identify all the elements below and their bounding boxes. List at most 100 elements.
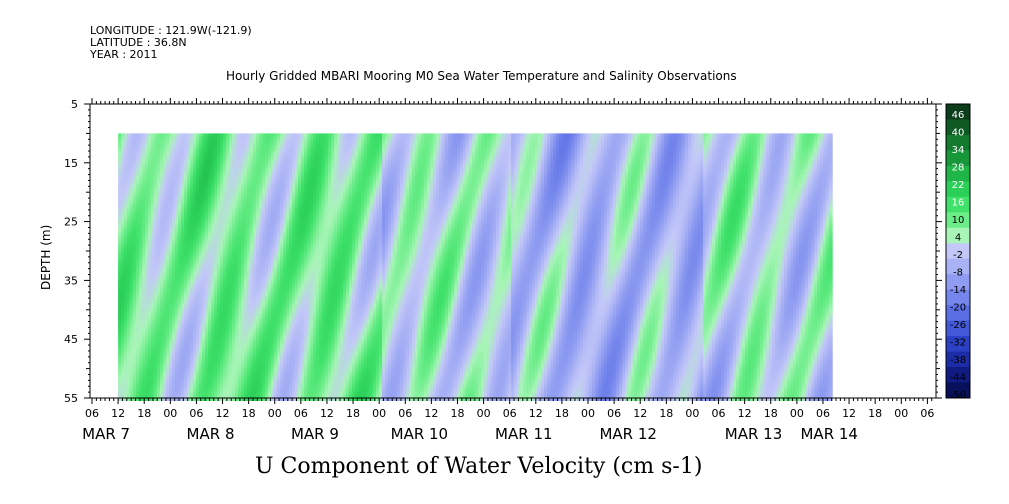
field-cell [145, 187, 149, 191]
field-cell [169, 298, 173, 302]
field-cell [181, 163, 185, 167]
field-cell [130, 187, 134, 191]
field-cell [154, 199, 158, 203]
field-cell [160, 322, 164, 326]
field-cell [196, 172, 200, 176]
field-cell [193, 349, 197, 353]
field-cell [145, 328, 149, 332]
field-cell [121, 292, 125, 296]
field-cell [124, 268, 128, 272]
field-cell [154, 241, 158, 245]
field-cell [160, 370, 164, 374]
field-cell [127, 265, 131, 269]
field-cell [142, 289, 146, 293]
field-cell [157, 385, 161, 389]
field-cell [139, 310, 143, 314]
field-cell [178, 133, 182, 137]
field-cell [121, 325, 125, 329]
field-cell [142, 142, 146, 146]
field-cell [148, 145, 152, 149]
field-cell [166, 283, 170, 287]
field-cell [160, 157, 164, 161]
field-cell [166, 355, 170, 359]
field-cell [151, 271, 155, 275]
field-cell [178, 202, 182, 206]
field-cell [118, 139, 122, 143]
field-cell [133, 376, 137, 380]
field-cell [184, 361, 188, 365]
field-cell [130, 214, 134, 218]
field-cell [130, 133, 134, 137]
field-cell [187, 253, 191, 257]
field-cell [127, 193, 131, 197]
field-cell [181, 352, 185, 356]
field-cell [172, 283, 176, 287]
field-cell [154, 379, 158, 383]
field-cell [151, 292, 155, 296]
field-cell [154, 307, 158, 311]
field-cell [136, 373, 140, 377]
field-cell [118, 208, 122, 212]
field-cell [121, 157, 125, 161]
field-cell [133, 277, 137, 281]
field-cell [184, 385, 188, 389]
field-cell [166, 340, 170, 344]
field-cell [178, 325, 182, 329]
field-cell [148, 211, 152, 215]
field-cell [139, 214, 143, 218]
field-cell [172, 256, 176, 260]
field-cell [133, 232, 137, 236]
field-cell [187, 364, 191, 368]
field-cell [166, 178, 170, 182]
field-cell [187, 328, 191, 332]
field-cell [169, 271, 173, 275]
field-cell [187, 205, 191, 209]
field-cell [181, 232, 185, 236]
field-cell [127, 367, 131, 371]
field-cell [127, 283, 131, 287]
field-cell [184, 190, 188, 194]
field-cell [154, 280, 158, 284]
field-cell [151, 250, 155, 254]
field-cell [163, 391, 167, 395]
field-cell [121, 334, 125, 338]
field-cell [193, 151, 197, 155]
field-cell [130, 388, 134, 392]
field-cell [175, 157, 179, 161]
field-cell [181, 166, 185, 170]
field-cell [142, 274, 146, 278]
field-cell [190, 304, 194, 308]
field-cell [118, 193, 122, 197]
field-cell [175, 145, 179, 149]
field-cell [145, 247, 149, 251]
field-cell [133, 169, 137, 173]
field-cell [124, 259, 128, 263]
field-cell [184, 277, 188, 281]
field-cell [130, 259, 134, 263]
field-cell [151, 208, 155, 212]
field-cell [181, 259, 185, 263]
field-cell [118, 259, 122, 263]
field-cell [127, 364, 131, 368]
field-cell [190, 235, 194, 239]
field-cell [145, 232, 149, 236]
field-cell [145, 391, 149, 395]
field-cell [127, 271, 131, 275]
field-cell [139, 253, 143, 257]
field-cell [139, 235, 143, 239]
field-cell [139, 280, 143, 284]
field-cell [163, 133, 167, 137]
field-cell [130, 220, 134, 224]
field-cell [139, 238, 143, 242]
field-cell [130, 391, 134, 395]
field-cell [193, 394, 197, 398]
field-cell [184, 265, 188, 269]
field-cell [157, 265, 161, 269]
field-cell [118, 310, 122, 314]
field-cell [154, 250, 158, 254]
field-cell [151, 385, 155, 389]
field-cell [163, 319, 167, 323]
field-cell [181, 193, 185, 197]
field-cell [139, 397, 143, 401]
field-cell [142, 295, 146, 299]
